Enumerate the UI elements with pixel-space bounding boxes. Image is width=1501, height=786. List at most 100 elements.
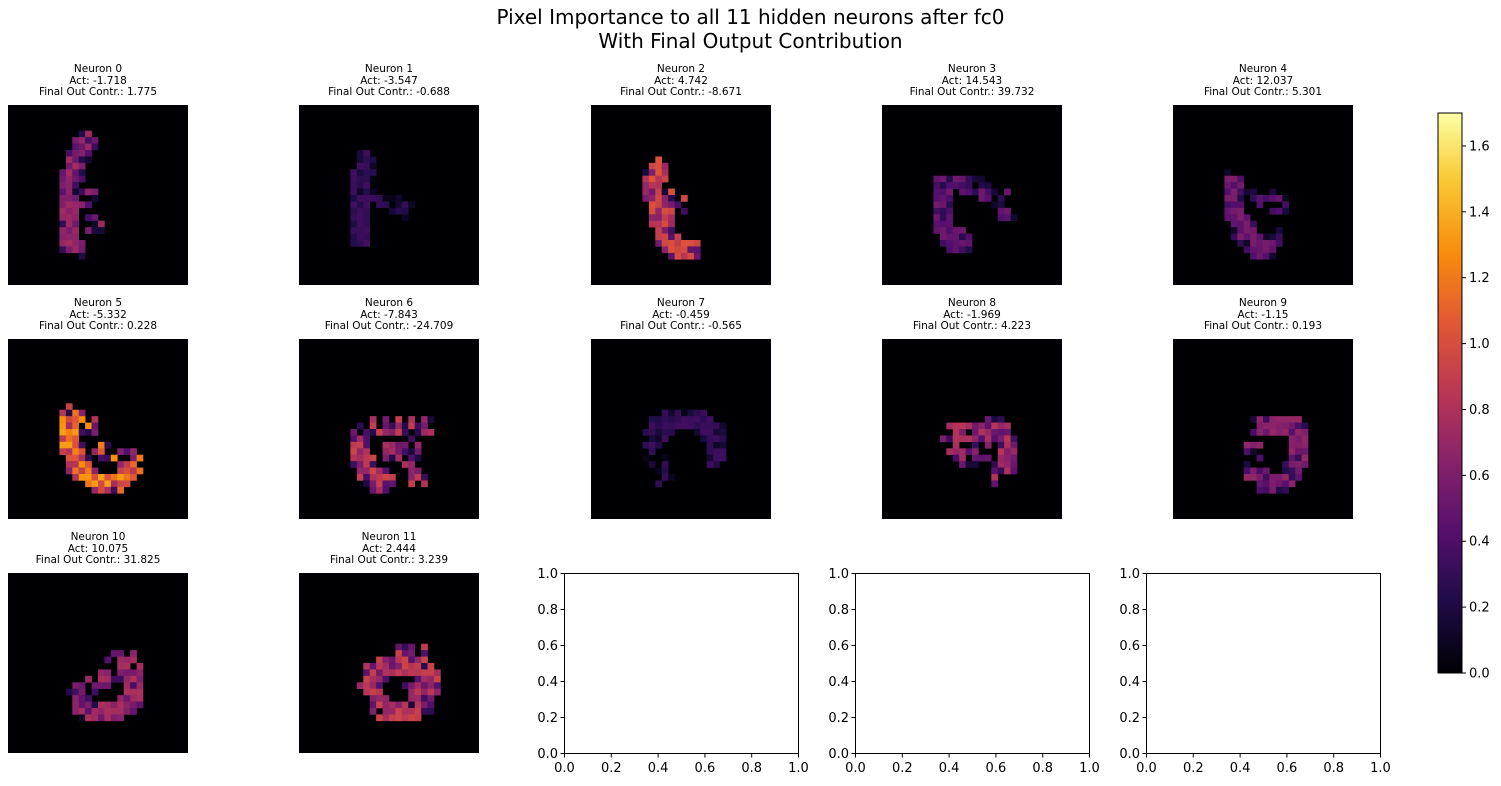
heat-cell [668,201,675,209]
heat-cell [110,650,118,657]
heat-cell [78,454,86,462]
heat-cell [1256,429,1264,436]
heat-cell [1301,448,1309,456]
final-contribution-11: Final Out Contr.: 3.239 [329,554,449,566]
heat-cell [408,650,416,657]
heat-cell [65,409,73,417]
heat-cell [78,162,86,170]
heat-cell [997,207,1005,215]
x-tick-label: 0.8 [1323,761,1344,776]
heat-cell [661,467,669,475]
heat-cell [681,416,688,423]
heat-cell [1243,220,1251,228]
heat-cell [59,201,67,209]
heat-cell [65,441,73,449]
heat-cell [946,435,954,443]
heat-cell [65,201,73,209]
heat-cell [1004,214,1011,222]
heat-cell [661,422,669,430]
heat-cell [719,435,727,443]
heat-cell [65,207,73,215]
heat-cell [648,169,656,177]
heat-cell [382,695,390,702]
heat-cell [91,467,99,475]
heat-cell [356,454,364,462]
heat-cell [85,467,92,475]
heat-cell [376,429,383,436]
heat-cell [72,416,80,423]
heat-cell [1263,252,1270,260]
heatmap-neuron-2 [591,105,771,285]
x-tick-label: 0.6 [695,761,716,776]
heat-cell [713,448,720,456]
heat-cell [117,669,125,677]
heat-cell [1282,467,1290,475]
heat-cell [395,714,403,722]
heat-cell [356,422,364,430]
heat-cell [655,175,663,183]
heat-cell [681,409,688,417]
heat-cell [117,474,125,481]
heat-cell [104,480,112,488]
heat-cell [952,448,960,456]
heat-cell [136,695,144,702]
colorbar-tick-label: 0.2 [1469,601,1490,616]
heat-cell [1288,422,1296,430]
heat-cell [655,429,663,436]
heat-cell [1256,422,1264,430]
heat-cell [59,227,67,234]
heat-cell [382,441,390,449]
heat-cell [369,701,377,709]
heat-cell [965,182,973,189]
heat-cell [1256,467,1264,475]
heat-cell [661,220,669,228]
heat-cell [1243,448,1251,456]
heat-cell [389,669,396,677]
heat-cell [1004,441,1011,449]
heat-cell [389,429,396,436]
heat-cell [655,435,663,443]
heat-cell [369,175,377,183]
heat-cell [427,701,435,709]
heat-cell [655,233,663,241]
heat-cell [382,474,390,481]
heat-cell [395,429,403,436]
heat-cell [130,448,137,456]
heat-cell [117,675,125,683]
heat-cell [427,675,435,683]
heat-cell [997,467,1005,475]
final-contribution-1: Final Out Contr.: -0.688 [328,86,450,98]
heat-cell [952,246,960,254]
panel-title-3: Neuron 3 Act: 14.543 Final Out Contr.: 39.… [852,63,1092,99]
heat-cell [1295,448,1302,456]
colorbar-tick-label: 0.8 [1469,403,1490,418]
heat-cell [401,643,409,651]
heat-cell [661,207,669,215]
heat-cell [978,188,986,196]
heat-cell [1263,416,1270,423]
heat-cell [117,461,125,468]
heat-cell [369,486,377,494]
heat-cell [356,182,364,189]
heat-cell [984,422,992,430]
heat-cell [59,195,67,202]
heat-cell [1282,461,1290,468]
heat-cell [350,441,358,449]
heat-cell [363,669,371,677]
heat-cell [104,669,112,677]
colorbar-tick-label: 0.6 [1469,469,1490,484]
heat-cell [1237,182,1245,189]
heat-cell [369,688,377,696]
heat-cell [110,701,118,709]
activation-7: Act: -0.459 [652,308,710,321]
heat-cell [117,486,125,494]
heat-cell [1004,454,1011,462]
heat-cell [123,669,131,677]
heat-cell [1230,227,1238,234]
heat-cell [401,669,409,677]
neuron-name-8: Neuron 8 [947,297,997,309]
heat-cell [369,422,377,430]
heat-cell [939,240,947,247]
heat-cell [661,162,669,170]
heat-cell [363,675,371,683]
